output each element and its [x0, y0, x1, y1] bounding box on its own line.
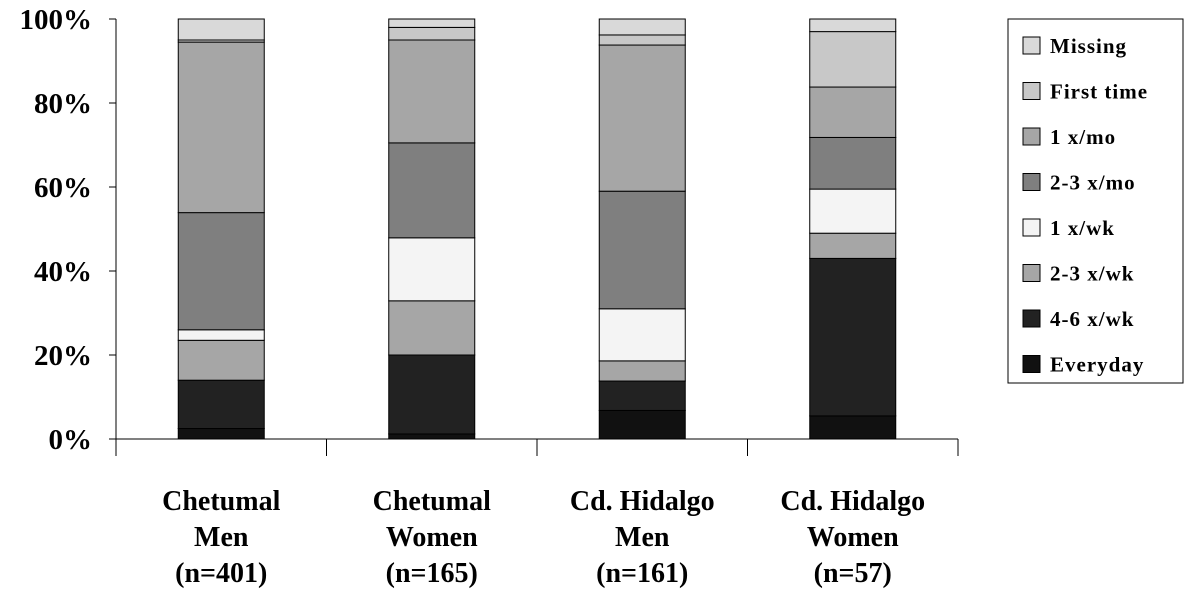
legend-label: 1 x/mo: [1050, 125, 1116, 149]
x-category-label-line: Women: [807, 522, 899, 553]
bar-segment-1-x-wk: [388, 237, 476, 302]
bar-segment-4-6-x-wk: [809, 257, 897, 417]
bar-segment-2-3-x-mo: [388, 142, 476, 239]
bar-segment-1-x-mo: [809, 86, 897, 138]
plot-area: 0%20%40%60%80%100%Chetumal Men (n=401)Chet…: [20, 4, 959, 589]
y-tick-label: 100%: [20, 4, 93, 36]
bar-segment-1-x-wk: [809, 188, 897, 234]
x-category-label: Chetumal Men (n=401): [162, 486, 280, 589]
legend-label: Everyday: [1050, 353, 1144, 377]
y-tick-label: 20%: [34, 340, 92, 372]
bar-segment-missing: [809, 18, 897, 33]
legend-label: 1 x/wk: [1050, 216, 1115, 240]
bar-segment-1-x-wk: [598, 308, 686, 362]
bar-segment-4-6-x-wk: [177, 379, 265, 430]
bar-segment-4-6-x-wk: [598, 380, 686, 411]
bar-segment-2-3-x-wk: [598, 360, 686, 382]
x-category-label-line: (n=57): [814, 558, 892, 589]
x-category-label: Cd. Hidalgo Women (n=57): [780, 486, 925, 589]
x-category-label-line: Men: [615, 522, 670, 553]
legend-swatch: [1022, 309, 1041, 328]
x-category-label-line: Cd. Hidalgo: [570, 486, 715, 517]
y-tick-label: 40%: [34, 256, 92, 288]
bar-segment-first-time: [388, 26, 476, 41]
x-category-label-line: Women: [386, 522, 478, 553]
legend-label: First time: [1050, 80, 1148, 104]
x-category-label-line: Cd. Hidalgo: [780, 486, 925, 517]
bar-segment-2-3-x-mo: [177, 212, 265, 331]
x-category-label-line: (n=165): [386, 558, 478, 589]
bar-segment-missing: [388, 18, 476, 28]
bar-segment-everyday: [177, 428, 265, 440]
legend-swatch: [1022, 82, 1041, 100]
x-category-label-line: (n=161): [596, 558, 688, 589]
bar-segment-2-3-x-mo: [598, 190, 686, 310]
bar-segment-2-3-x-wk: [388, 300, 476, 356]
bar-segment-2-3-x-mo: [809, 136, 897, 190]
bar-segment-everyday: [598, 409, 686, 440]
x-category-label-line: Chetumal: [162, 486, 280, 517]
legend-label: 2-3 x/wk: [1050, 262, 1134, 286]
legend-swatch: [1022, 36, 1041, 55]
legend-label: 2-3 x/mo: [1050, 171, 1136, 195]
y-tick-label: 60%: [34, 172, 92, 204]
bar-segment-1-x-mo: [598, 44, 686, 192]
legend-swatch: [1022, 173, 1041, 191]
bar-segment-4-6-x-wk: [388, 354, 476, 435]
legend: Missing First time 1 x/mo 2-3 x/mo 1 x/wk 2-3…: [1007, 18, 1184, 384]
legend-swatch: [1022, 127, 1041, 146]
y-tick-label: 0%: [49, 424, 93, 456]
bar-segment-missing: [177, 18, 265, 41]
bar-segment-first-time: [809, 31, 897, 88]
x-category-label: Cd. Hidalgo Men (n=161): [570, 486, 715, 589]
bar-segment-2-3-x-wk: [809, 232, 897, 259]
x-category-label-line: Men: [194, 522, 249, 553]
bar-segment-first-time: [598, 34, 686, 46]
bar-segment-everyday: [388, 433, 476, 440]
legend-swatch: [1022, 218, 1041, 237]
legend-label: 4-6 x/wk: [1050, 307, 1134, 331]
bar-segment-2-3-x-wk: [177, 339, 265, 381]
x-category-label-line: Chetumal: [373, 486, 491, 517]
bar-segment-1-x-mo: [177, 41, 265, 214]
x-category-label: Chetumal Women (n=165): [373, 486, 491, 589]
legend-label: Missing: [1050, 34, 1127, 58]
y-tick-label: 80%: [34, 88, 92, 120]
x-category-label-line: (n=401): [175, 558, 267, 589]
legend-swatch: [1022, 264, 1041, 282]
legend-swatch: [1022, 355, 1041, 373]
bar-segment-everyday: [809, 415, 897, 440]
bar-segment-1-x-wk: [177, 329, 265, 341]
bar-segment-missing: [598, 18, 686, 36]
bar-segment-1-x-mo: [388, 39, 476, 144]
